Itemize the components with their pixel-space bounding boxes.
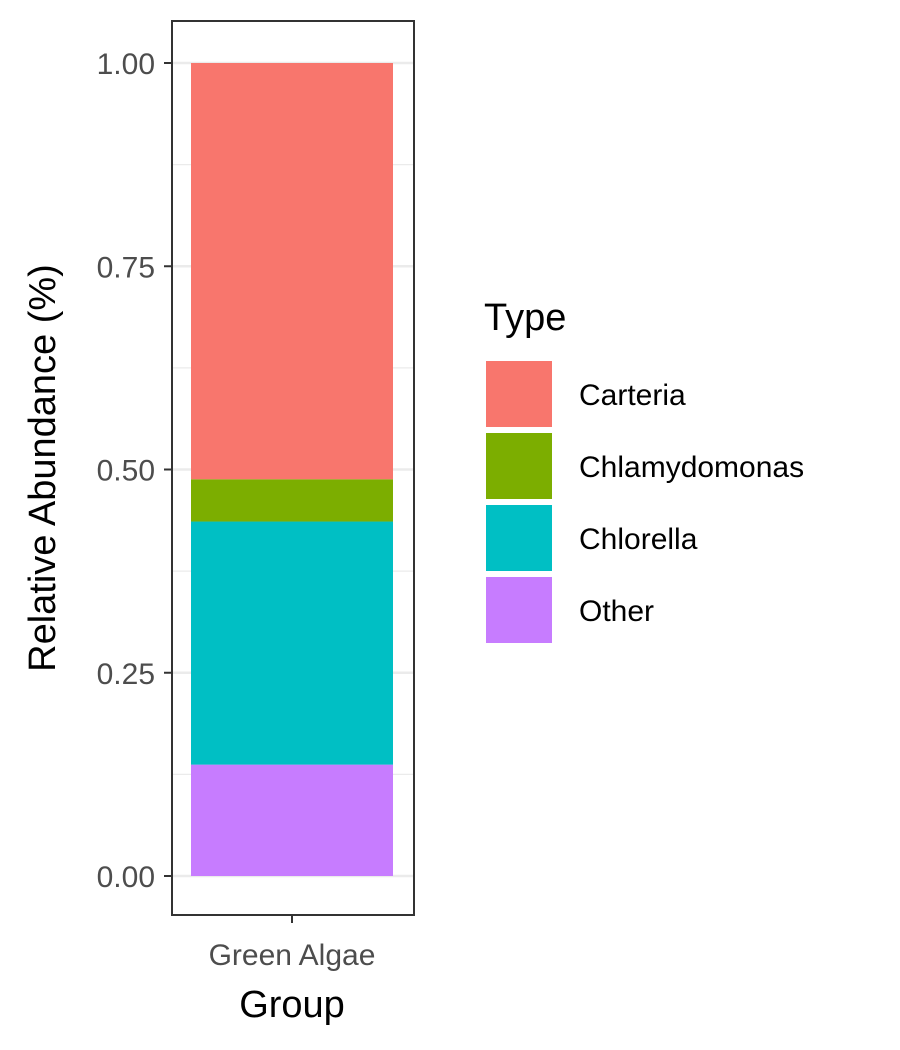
legend-label: Chlorella — [579, 523, 698, 556]
x-tick-label: Green Algae — [209, 939, 376, 972]
legend-label: Other — [579, 595, 654, 628]
legend-key-other — [486, 577, 552, 643]
y-tick-label: 0.25 — [97, 658, 155, 691]
y-tick-label: 0.50 — [97, 455, 155, 488]
y-tick-label: 1.00 — [97, 48, 155, 81]
legend: Type Carteria Chlamydomonas Chlorella Other — [484, 297, 804, 643]
legend-label: Chlamydomonas — [579, 451, 804, 484]
bar-segment-other — [191, 764, 393, 876]
y-tick-label: 0.75 — [97, 251, 155, 284]
y-axis: 0.00 0.25 0.50 0.75 1.00 — [97, 48, 172, 894]
bar-segment-chlorella — [191, 521, 393, 765]
y-tick-label: 0.00 — [97, 861, 155, 894]
bar-stack — [171, 20, 415, 916]
x-axis-title: Group — [239, 984, 345, 1026]
y-axis-title: Relative Abundance (%) — [22, 264, 64, 672]
x-axis: Green Algae — [209, 915, 376, 972]
legend-key-chlorella — [486, 505, 552, 571]
legend-key-carteria — [486, 361, 552, 427]
bar-segment-carteria — [191, 63, 393, 480]
legend-key-chlamydomonas — [486, 433, 552, 499]
legend-label: Carteria — [579, 379, 686, 412]
bar-segment-chlamydomonas — [191, 479, 393, 522]
legend-title: Type — [484, 297, 566, 339]
